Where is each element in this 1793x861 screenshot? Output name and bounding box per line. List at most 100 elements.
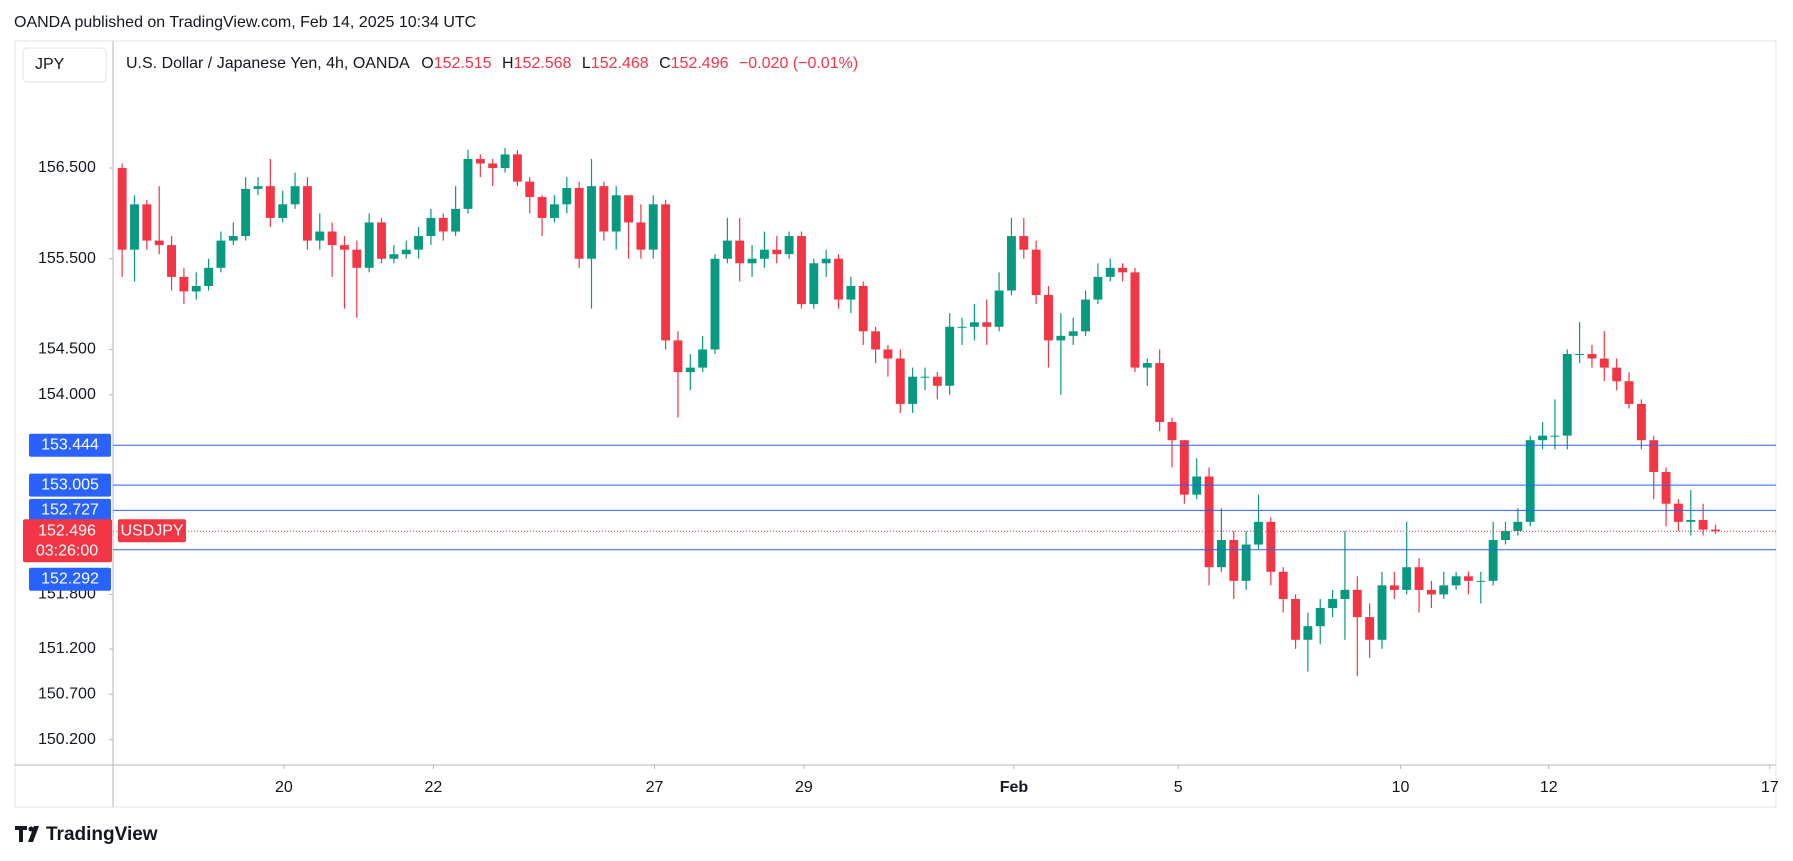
- last-price-box: [23, 519, 112, 563]
- candle-body: [1414, 567, 1424, 590]
- candle-body: [167, 245, 176, 277]
- candle-body: [204, 267, 214, 286]
- candle-body: [512, 154, 522, 182]
- legend-value: 152.468: [591, 55, 649, 72]
- candle-body: [1155, 363, 1165, 423]
- candle-body: [1031, 249, 1041, 296]
- candle-body: [945, 326, 955, 386]
- candle-body: [191, 285, 201, 292]
- candle-body: [858, 285, 868, 332]
- candle-body: [1291, 598, 1300, 640]
- legend-letter: C: [659, 55, 671, 72]
- symbol-box[interactable]: [22, 47, 107, 83]
- candle-body: [1464, 576, 1473, 581]
- x-tick-label: 17: [1761, 779, 1779, 796]
- candle-body: [1303, 626, 1313, 640]
- candle-body: [475, 158, 485, 164]
- candle-body: [1315, 608, 1325, 627]
- candle-body: [241, 188, 251, 237]
- candle-body: [920, 376, 930, 378]
- candle-body: [698, 349, 708, 368]
- candle-body: [401, 249, 411, 255]
- symbol-tag: USDJPY: [120, 523, 183, 540]
- candle-body: [871, 331, 881, 350]
- x-tick-label: 10: [1392, 779, 1410, 796]
- candle-body: [1229, 539, 1239, 581]
- candle-body: [377, 222, 386, 259]
- candle-body: [278, 204, 288, 218]
- candle-body: [179, 276, 189, 292]
- candle-body: [735, 240, 745, 264]
- candle-body: [834, 258, 843, 300]
- candle-body: [265, 186, 275, 218]
- candle-body: [932, 376, 942, 386]
- candle-body: [451, 208, 461, 232]
- candle-body: [364, 222, 374, 268]
- price-line-label: 153.444: [41, 436, 99, 453]
- candle-body: [685, 367, 695, 373]
- candle-body: [648, 204, 658, 250]
- candle-body: [587, 186, 596, 259]
- candle-body: [772, 249, 782, 255]
- candle-body: [290, 186, 300, 205]
- candle-body: [1377, 585, 1387, 640]
- candle-body: [228, 236, 238, 241]
- legend-letter: H: [502, 55, 514, 72]
- candle-body: [784, 236, 794, 255]
- candle-body: [1056, 335, 1066, 341]
- candle-body: [1352, 589, 1362, 618]
- candle-body: [549, 204, 559, 218]
- countdown-label: 03:26:00: [36, 543, 98, 560]
- candle-body: [1130, 272, 1140, 368]
- candle-body: [1513, 521, 1523, 531]
- candle-body: [747, 258, 757, 264]
- candle-body: [327, 231, 337, 246]
- candle-body: [883, 349, 893, 359]
- legend-value: 152.515: [434, 55, 492, 72]
- x-tick-label: 20: [275, 779, 293, 796]
- candle-body: [1093, 276, 1103, 300]
- candle-body: [611, 195, 621, 232]
- candle-body: [1501, 530, 1510, 540]
- candle-body: [1006, 236, 1016, 291]
- candle-body: [216, 240, 226, 268]
- candle-body: [1389, 585, 1399, 590]
- candle-body: [1179, 440, 1189, 495]
- chart-title: U.S. Dollar / Japanese Yen, 4h, OANDA: [126, 55, 410, 72]
- price-line-label: 152.292: [41, 571, 99, 588]
- y-tick-label: 155.500: [38, 250, 96, 267]
- candle-body: [1278, 571, 1288, 599]
- candle-body: [599, 186, 609, 232]
- candle-body: [1599, 358, 1609, 368]
- candle-body: [574, 187, 584, 259]
- chart-legend: U.S. Dollar / Japanese Yen, 4h, OANDA O1…: [126, 55, 858, 72]
- candle-body: [500, 154, 510, 169]
- candle-body: [1019, 236, 1029, 250]
- candle-body: [821, 258, 831, 264]
- candle-body: [1266, 521, 1276, 572]
- x-tick-label: 27: [646, 779, 664, 796]
- candle-body: [253, 186, 263, 189]
- candle-body: [722, 240, 732, 259]
- y-tick-label: 154.000: [38, 386, 96, 403]
- candle-body: [1426, 589, 1436, 595]
- candle-body: [994, 290, 1004, 327]
- candle-body: [154, 240, 164, 246]
- candle-body: [340, 245, 349, 250]
- footer-brand: TradingView: [46, 824, 158, 845]
- candle-body: [1488, 539, 1498, 581]
- candle-body: [537, 197, 547, 218]
- legend-letter: O: [421, 55, 433, 72]
- candle-body: [142, 204, 152, 241]
- price-line-label-box: [29, 433, 111, 457]
- y-tick-label: 154.500: [38, 341, 96, 358]
- candle-body: [1636, 403, 1646, 441]
- candle-body: [562, 187, 572, 205]
- candle-body: [1204, 476, 1214, 568]
- candle-body: [1402, 567, 1412, 590]
- candle-body: [1612, 367, 1622, 382]
- legend-change: −0.020 (−0.01%): [739, 55, 858, 72]
- candle-body: [1451, 576, 1461, 586]
- candle-body: [463, 158, 473, 209]
- candle-body: [130, 204, 139, 250]
